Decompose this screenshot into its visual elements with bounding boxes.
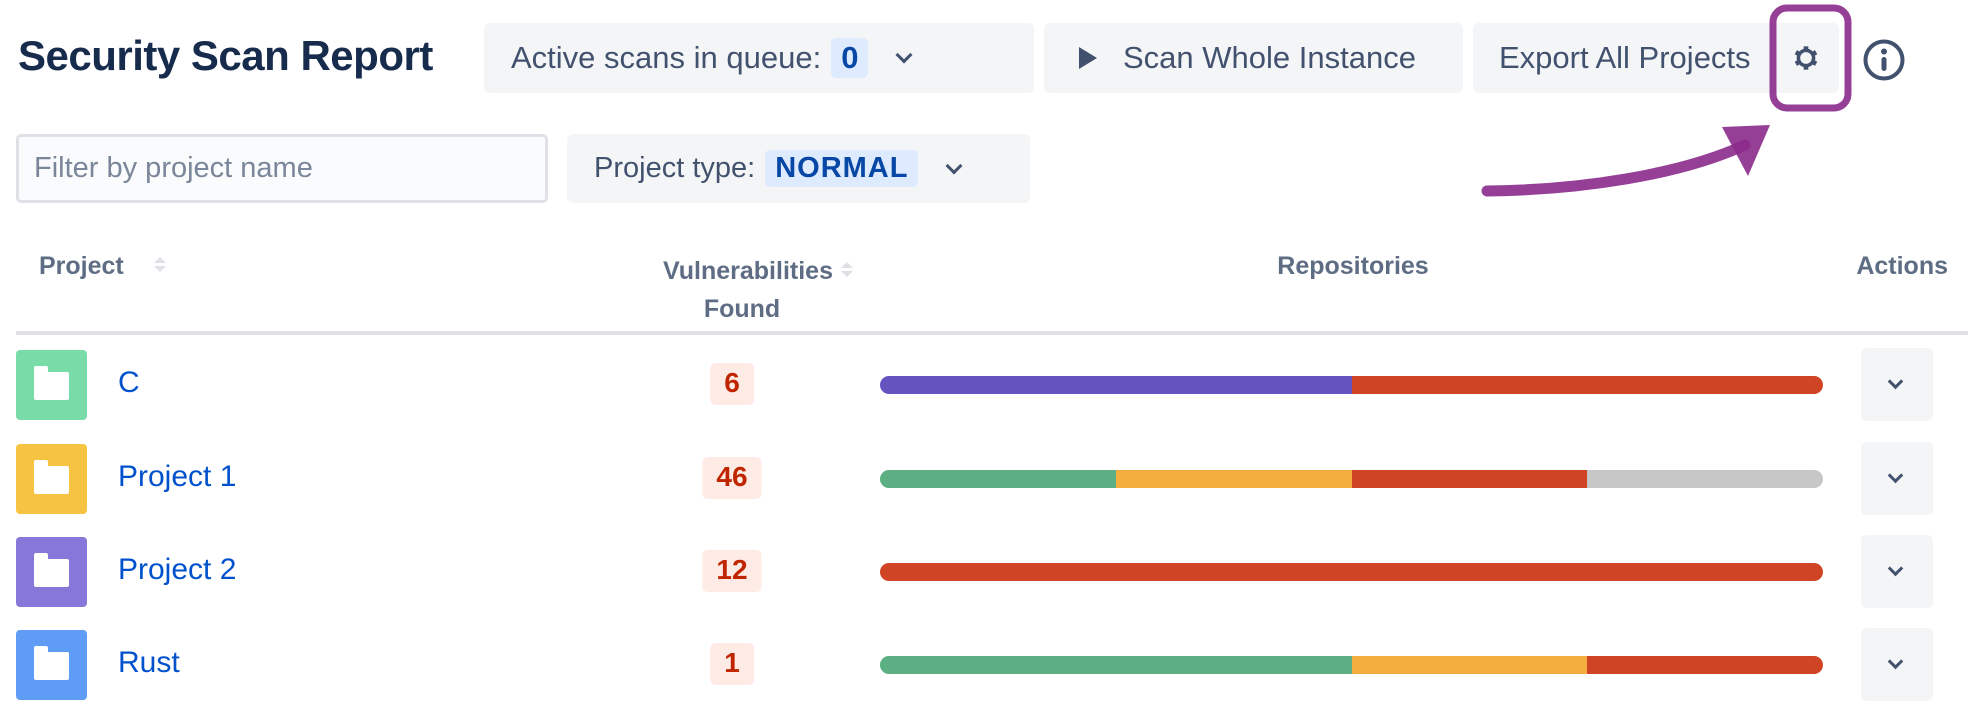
- table-row: C 6: [0, 345, 1968, 425]
- chevron-down-icon: [1887, 373, 1904, 390]
- chevron-down-icon: [1887, 467, 1904, 484]
- active-scans-dropdown[interactable]: Active scans in queue: 0: [484, 23, 1034, 93]
- settings-button[interactable]: [1794, 23, 1839, 93]
- row-actions-button[interactable]: [1861, 628, 1933, 701]
- header-divider: [16, 331, 1968, 335]
- repository-status-segment: [880, 656, 1352, 674]
- project-avatar: [16, 537, 87, 607]
- column-header-project[interactable]: Project: [39, 252, 166, 281]
- project-type-dropdown[interactable]: Project type: NORMAL: [567, 134, 1030, 203]
- repository-status-segment: [1115, 470, 1352, 488]
- column-label: Vulnerabilities: [663, 257, 833, 285]
- export-label: Export All Projects: [1499, 40, 1751, 75]
- chevron-down-icon: [1887, 653, 1904, 670]
- annotation-arrow: [1481, 139, 1751, 197]
- folder-icon: [34, 553, 69, 587]
- project-link[interactable]: Project 2: [118, 553, 237, 586]
- column-header-repositories: Repositories: [1277, 252, 1429, 280]
- scan-label: Scan Whole Instance: [1123, 40, 1416, 75]
- table-row: Project 1 46: [0, 439, 1968, 519]
- repository-status-segment: [1351, 376, 1823, 394]
- vulnerability-count-badge: 12: [702, 550, 762, 592]
- project-type-label: Project type:: [594, 152, 756, 184]
- vulnerability-count-badge: 46: [702, 457, 762, 499]
- project-link[interactable]: C: [118, 366, 140, 399]
- table-row: Project 2 12: [0, 532, 1968, 612]
- chevron-down-icon: [895, 46, 913, 64]
- project-avatar: [16, 444, 87, 514]
- row-actions-button[interactable]: [1861, 442, 1933, 515]
- gear-icon: [1794, 46, 1818, 70]
- page-title: Security Scan Report: [18, 32, 433, 79]
- repository-status-bar: [880, 376, 1823, 394]
- repository-status-bar: [880, 563, 1823, 581]
- column-header-vulnerabilities[interactable]: Vulnerabilities Found: [652, 252, 853, 328]
- project-avatar: [16, 350, 87, 420]
- queue-count-badge: 0: [831, 38, 869, 78]
- row-actions-button[interactable]: [1861, 348, 1933, 421]
- vulnerability-count-badge: 1: [710, 643, 754, 685]
- scan-whole-instance-button[interactable]: Scan Whole Instance: [1044, 23, 1463, 93]
- info-icon[interactable]: [1862, 38, 1906, 82]
- queue-label: Active scans in queue:: [511, 40, 822, 75]
- export-all-projects-button[interactable]: Export All Projects: [1473, 23, 1801, 93]
- repository-status-segment: [880, 470, 1116, 488]
- column-label-line2: Found: [703, 295, 781, 323]
- row-actions-button[interactable]: [1861, 535, 1933, 608]
- project-link[interactable]: Project 1: [118, 460, 237, 493]
- play-icon: [1079, 47, 1097, 69]
- repository-status-segment: [1351, 470, 1588, 488]
- column-header-actions: Actions: [1856, 252, 1948, 280]
- filter-project-input[interactable]: [16, 134, 548, 203]
- folder-icon: [34, 366, 69, 400]
- project-link[interactable]: Rust: [118, 646, 180, 679]
- table-row: Rust 1: [0, 625, 1968, 705]
- repository-status-segment: [1587, 470, 1823, 488]
- project-avatar: [16, 630, 87, 700]
- repository-status-bar: [880, 470, 1823, 488]
- repository-status-segment: [880, 563, 1823, 581]
- column-label: Project: [39, 252, 124, 280]
- annotation-arrowhead: [1722, 125, 1770, 176]
- repository-status-bar: [880, 656, 1823, 674]
- chevron-down-icon: [1887, 560, 1904, 577]
- folder-icon: [34, 646, 69, 680]
- chevron-down-icon: [945, 157, 963, 174]
- repository-status-segment: [880, 376, 1352, 394]
- repository-status-segment: [1587, 656, 1823, 674]
- repository-status-segment: [1351, 656, 1588, 674]
- vulnerability-count-badge: 6: [710, 363, 754, 405]
- project-type-value: NORMAL: [765, 150, 919, 187]
- folder-icon: [34, 460, 69, 494]
